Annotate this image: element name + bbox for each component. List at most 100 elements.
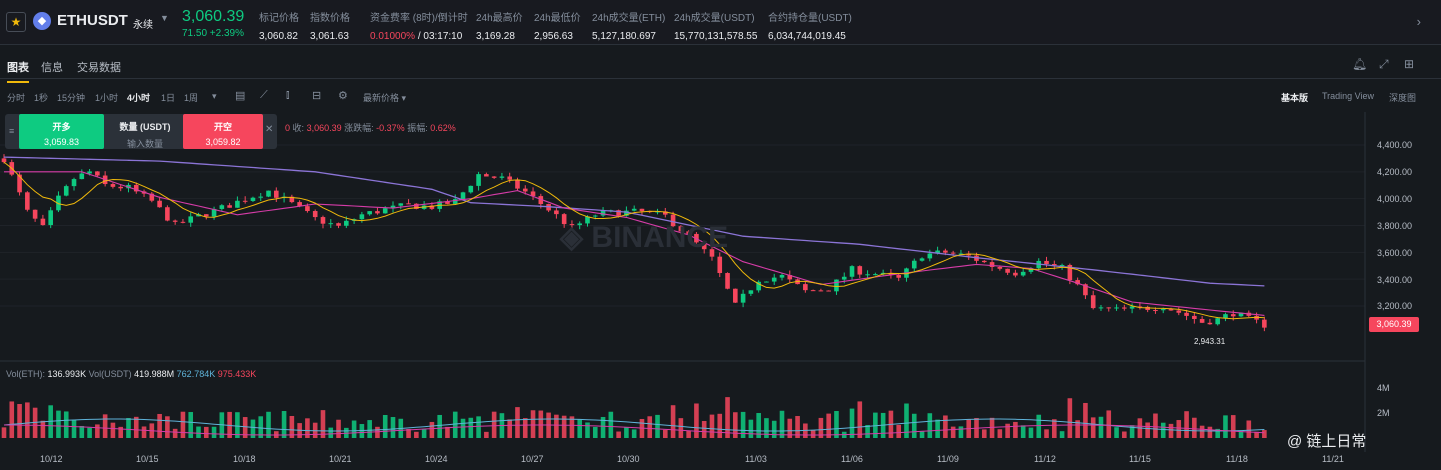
bell-icon[interactable]: 🔔︎ — [1352, 57, 1368, 71]
volume-bar — [950, 426, 956, 438]
stat-funding-rate: 资金费率 (8时)/倒计时 0.01000% / 03:17:10 — [370, 13, 468, 42]
volume-bar — [172, 428, 178, 438]
volume-bar — [25, 402, 30, 438]
expand-icon[interactable]: ⤢ — [1379, 57, 1389, 71]
x-tick: 10/15 — [136, 454, 159, 464]
calendar-icon[interactable]: ▤ — [235, 90, 246, 102]
candle — [1, 158, 7, 163]
candle — [981, 260, 987, 263]
interval-time[interactable]: 分时 — [7, 93, 26, 103]
volume-bar — [484, 431, 489, 438]
favorite-star-icon[interactable]: ★ — [6, 12, 26, 32]
view-depth[interactable]: 深度图 — [1389, 93, 1417, 103]
interval-1w[interactable]: 1周 — [184, 93, 199, 103]
stat-24h-low: 24h最低价 2,956.63 — [534, 13, 581, 42]
interval-1h[interactable]: 1小时 — [95, 93, 119, 103]
open-short-button[interactable]: 开空 3,059.82 — [183, 114, 263, 149]
candle — [655, 211, 660, 213]
volume-bar — [670, 405, 676, 438]
chevron-right-icon[interactable]: › — [1416, 14, 1421, 29]
view-basic[interactable]: 基本版 — [1281, 93, 1309, 103]
drag-handle-icon[interactable]: ≡ — [9, 126, 15, 136]
candle — [1230, 314, 1236, 317]
candle — [367, 211, 372, 215]
amount-input[interactable]: 数量 (USDT) 输入数量 — [119, 122, 171, 149]
candle — [624, 210, 629, 216]
tab-info[interactable]: 信息 — [41, 62, 63, 74]
candle — [911, 260, 917, 269]
volume-bar — [56, 410, 61, 438]
interval-1d[interactable]: 1日 — [161, 93, 176, 103]
candle — [40, 218, 46, 226]
view-tradingview[interactable]: Trading View — [1322, 91, 1375, 101]
volume-ma-line — [4, 424, 1265, 436]
volume-bar — [857, 401, 863, 438]
draw-tools-icon[interactable]: ⊟ — [312, 90, 322, 102]
volume-bar — [733, 412, 738, 438]
candle — [1044, 260, 1049, 265]
candle — [1184, 312, 1189, 316]
volume-bar — [911, 413, 917, 438]
candle — [157, 200, 162, 208]
more-intervals-icon[interactable]: ▾ — [212, 91, 217, 101]
candle — [1005, 268, 1010, 273]
volume-bar — [958, 426, 964, 438]
volume-bar — [1, 427, 7, 438]
candle — [592, 215, 598, 217]
candle — [639, 208, 645, 212]
candle — [344, 220, 349, 226]
volume-bar — [9, 401, 15, 438]
volume-bar — [336, 419, 341, 438]
tab-chart[interactable]: 图表 — [7, 59, 29, 83]
volume-bar — [1059, 431, 1065, 438]
candle — [110, 184, 116, 187]
open-long-button[interactable]: 开多 3,059.83 — [19, 114, 104, 149]
x-tick: 10/30 — [617, 454, 640, 464]
volume-bar — [1230, 415, 1236, 438]
symbol-name[interactable]: ETHUSDT — [57, 12, 128, 29]
candle — [989, 262, 995, 267]
candlestick-chart[interactable]: ◈ BINANCE — [0, 112, 1441, 470]
volume-bar — [126, 418, 131, 438]
indicator-icon[interactable]: ⟋ — [260, 89, 268, 101]
volume-bar — [725, 397, 730, 438]
candle — [235, 200, 240, 208]
settings-gear-icon[interactable]: ⚙ — [338, 90, 348, 102]
candle — [1207, 322, 1213, 325]
candle — [1067, 264, 1073, 281]
candle — [779, 275, 785, 278]
volume-bar — [810, 430, 816, 438]
candle — [725, 273, 730, 289]
close-icon[interactable]: ✕ — [265, 124, 274, 135]
layout-grid-icon[interactable]: ⊞ — [1404, 57, 1415, 71]
candle — [398, 203, 404, 206]
candle-type-icon[interactable]: ⫾ — [286, 89, 290, 101]
candle — [476, 174, 481, 186]
candle — [841, 276, 847, 280]
candle — [258, 196, 264, 198]
volume-bar — [989, 417, 995, 438]
volume-bar — [110, 422, 116, 438]
price-type-select[interactable]: 最新价格 ▾ — [363, 93, 407, 103]
funding-rate-value: 0.01000% — [370, 31, 416, 42]
x-tick: 10/18 — [233, 454, 256, 464]
interval-15m[interactable]: 15分钟 — [57, 93, 86, 103]
candle — [515, 179, 520, 189]
interval-1s[interactable]: 1秒 — [34, 93, 49, 103]
symbol-dropdown-icon[interactable]: ▼ — [160, 13, 169, 23]
volume-bar — [102, 414, 108, 438]
volume-bar — [141, 426, 147, 438]
interval-4h[interactable]: 4小时 — [127, 93, 151, 103]
volume-bar — [1254, 431, 1259, 438]
volume-bar — [717, 413, 723, 438]
candle — [569, 224, 575, 226]
volume-bar — [834, 410, 839, 438]
y-tick: 3,200.00 — [1377, 301, 1413, 311]
candle — [274, 190, 279, 198]
volume-bar — [561, 415, 567, 438]
candle — [445, 201, 450, 204]
candle — [429, 205, 435, 209]
candle — [406, 203, 411, 205]
candle — [740, 293, 746, 303]
tab-trading-data[interactable]: 交易数据 — [77, 62, 121, 74]
